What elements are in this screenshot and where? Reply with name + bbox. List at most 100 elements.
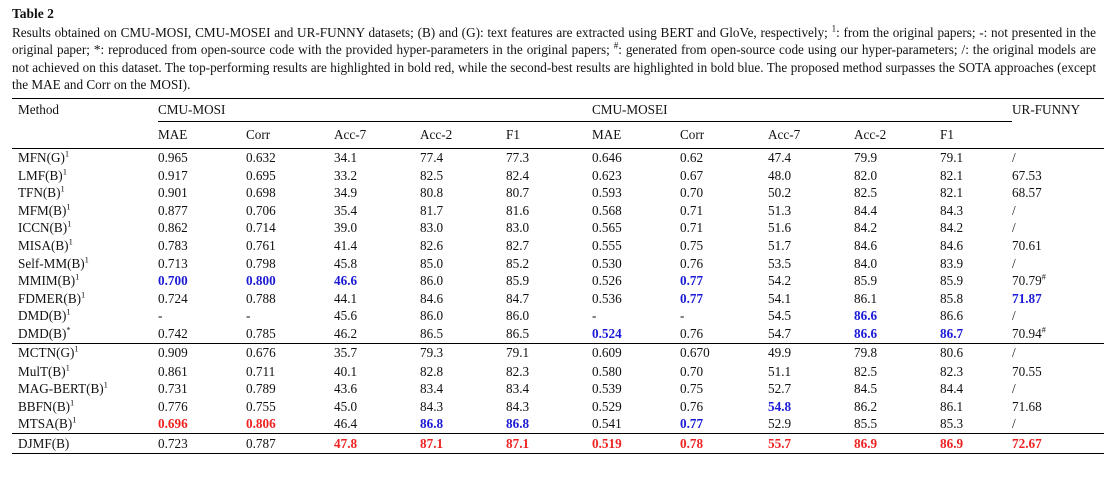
- metric-value: 54.1: [768, 290, 792, 306]
- caption-sup-1: 1: [831, 23, 837, 34]
- metric-value: 49.9: [768, 342, 854, 363]
- table-row: MFN(G)1 0.965 0.632 34.1 77.4 77.3 0.646 0.62 47…: [12, 149, 1104, 167]
- metric-value: 0.632: [246, 150, 276, 165]
- metric-value: 0.670: [680, 342, 768, 363]
- metric-value: 0.676: [246, 342, 334, 363]
- metric-value: 82.3: [506, 363, 530, 379]
- table-row: MulT(B)1 0.861 0.711 40.1 82.8 82.3 0.580 0.70 5…: [12, 363, 1104, 381]
- urfunny-value: 70.94#: [1012, 324, 1046, 341]
- metric-value: 43.6: [334, 381, 358, 397]
- metric-value: 0.76: [680, 255, 704, 271]
- table-row: MISA(B)1 0.783 0.761 41.4 82.6 82.7 0.555 0.75 5…: [12, 237, 1104, 255]
- urfunny-value: /: [1012, 381, 1016, 397]
- metric-value: 0.800: [246, 273, 276, 289]
- metric-value: 84.7: [506, 290, 530, 306]
- metric-value: 0.706: [246, 202, 276, 218]
- table-title: Table 2: [12, 6, 54, 21]
- metric-value: 0.711: [246, 363, 276, 379]
- metric-value: 0.714: [246, 220, 276, 236]
- metric-value: 86.5: [420, 325, 444, 341]
- metric-value: 82.5: [854, 185, 878, 201]
- metric-value: 0.785: [246, 325, 276, 341]
- metric-value: 81.7: [420, 202, 444, 218]
- metric-value: 0.806: [246, 416, 276, 432]
- metric-value: 0.67: [680, 167, 704, 183]
- metric-value: 46.4: [334, 416, 358, 432]
- metric-value: 0.76: [680, 325, 704, 341]
- metric-header: F1: [506, 121, 592, 149]
- metric-value: 79.9: [854, 150, 878, 165]
- table-row: MAG-BERT(B)1 0.731 0.789 43.6 83.4 83.4 0.539 0…: [12, 380, 1104, 398]
- metric-value: 0.731: [158, 381, 188, 397]
- metric-value: 83.4: [420, 381, 444, 397]
- caption-part: : from the original papers; -: not prese…: [12, 25, 1096, 58]
- metric-value: 0.789: [246, 381, 276, 397]
- metric-value: 86.1: [940, 398, 964, 414]
- metric-value: 0.724: [158, 290, 188, 306]
- metric-value: 50.2: [768, 185, 792, 201]
- metric-header: Acc-2: [420, 121, 506, 149]
- metric-value: 83.9: [940, 255, 964, 271]
- dataset-header-mosi: CMU-MOSI: [158, 98, 592, 122]
- method-name: DMD(B)1: [18, 306, 71, 324]
- urfunny-value: /: [1012, 255, 1016, 271]
- metric-value: 83.0: [506, 220, 530, 236]
- table-row: MCTN(G)1 0.909 0.676 35.7 79.3 79.1 0.609 0.670…: [12, 342, 1104, 363]
- urfunny-value: /: [1012, 150, 1016, 165]
- metric-value: 0.700: [158, 273, 188, 289]
- metric-header: Acc-2: [854, 121, 940, 149]
- method-name: FDMER(B)1: [18, 289, 86, 306]
- table-row: TFN(B)1 0.901 0.698 34.9 80.8 80.7 0.593 0.70 50…: [12, 184, 1104, 202]
- metric-value: 85.5: [854, 416, 878, 432]
- metric-value: 0.877: [158, 202, 188, 218]
- urfunny-value: /: [1012, 342, 1104, 363]
- table-row: DJMF(B) 0.723 0.787 47.8 87.1 87.1 0.519 0.78 55…: [12, 432, 1104, 454]
- metric-value: 87.1: [506, 432, 592, 454]
- metric-value: 84.4: [940, 381, 964, 397]
- metric-value: -: [246, 308, 251, 324]
- metric-value: 33.2: [334, 167, 358, 183]
- metric-value: 84.5: [854, 381, 878, 397]
- method-name: MFM(B)1: [18, 201, 71, 218]
- metric-value: 0.75: [680, 381, 704, 397]
- urfunny-value: 67.53: [1012, 167, 1042, 183]
- metric-value: 0.783: [158, 237, 188, 253]
- metric-value: 0.861: [158, 363, 188, 379]
- metric-value: 35.4: [334, 202, 358, 218]
- caption-part: : generated from open-source code using …: [12, 42, 1096, 93]
- metric-value: 86.2: [854, 398, 878, 414]
- metric-value: 84.6: [420, 290, 444, 306]
- metric-value: 47.8: [334, 432, 420, 454]
- dataset-header-mosei: CMU-MOSEI: [592, 98, 1012, 122]
- metric-value: 51.3: [768, 202, 792, 218]
- metric-value: 80.8: [420, 185, 444, 201]
- metric-value: 84.6: [854, 237, 878, 253]
- metric-value: 0.695: [246, 167, 276, 183]
- metric-header: Corr: [680, 121, 768, 149]
- urfunny-value: 72.67: [1012, 432, 1104, 454]
- method-name: ICCN(B)1: [18, 218, 72, 236]
- metric-value: 0.71: [680, 220, 704, 236]
- metric-value: 0.593: [592, 185, 622, 201]
- metric-value: 82.8: [420, 363, 444, 379]
- metric-value: 87.1: [420, 432, 506, 454]
- metric-value: 0.71: [680, 202, 704, 218]
- table-row: BBFN(B)1 0.776 0.755 45.0 84.3 84.3 0.529 0.76 5…: [12, 398, 1104, 416]
- metric-value: 84.3: [940, 202, 964, 218]
- metric-value: 83.0: [420, 220, 444, 236]
- metric-value: 52.9: [768, 416, 792, 432]
- urfunny-value: 71.68: [1012, 398, 1042, 414]
- metric-value: 84.6: [940, 237, 964, 253]
- metric-value: 86.1: [854, 290, 878, 306]
- metric-value: 0.909: [158, 342, 246, 363]
- metric-value: 0.529: [592, 398, 622, 414]
- method-name: Self-MM(B)1: [18, 254, 89, 271]
- metric-value: 0.526: [592, 273, 622, 289]
- dataset-header-urfunny: UR-FUNNY: [1012, 98, 1104, 122]
- metric-value: 0.713: [158, 255, 188, 271]
- metric-value: 51.7: [768, 237, 792, 253]
- metric-value: 0.862: [158, 220, 188, 236]
- method-header: Method: [12, 98, 158, 122]
- method-name: MFN(G)1: [18, 148, 70, 165]
